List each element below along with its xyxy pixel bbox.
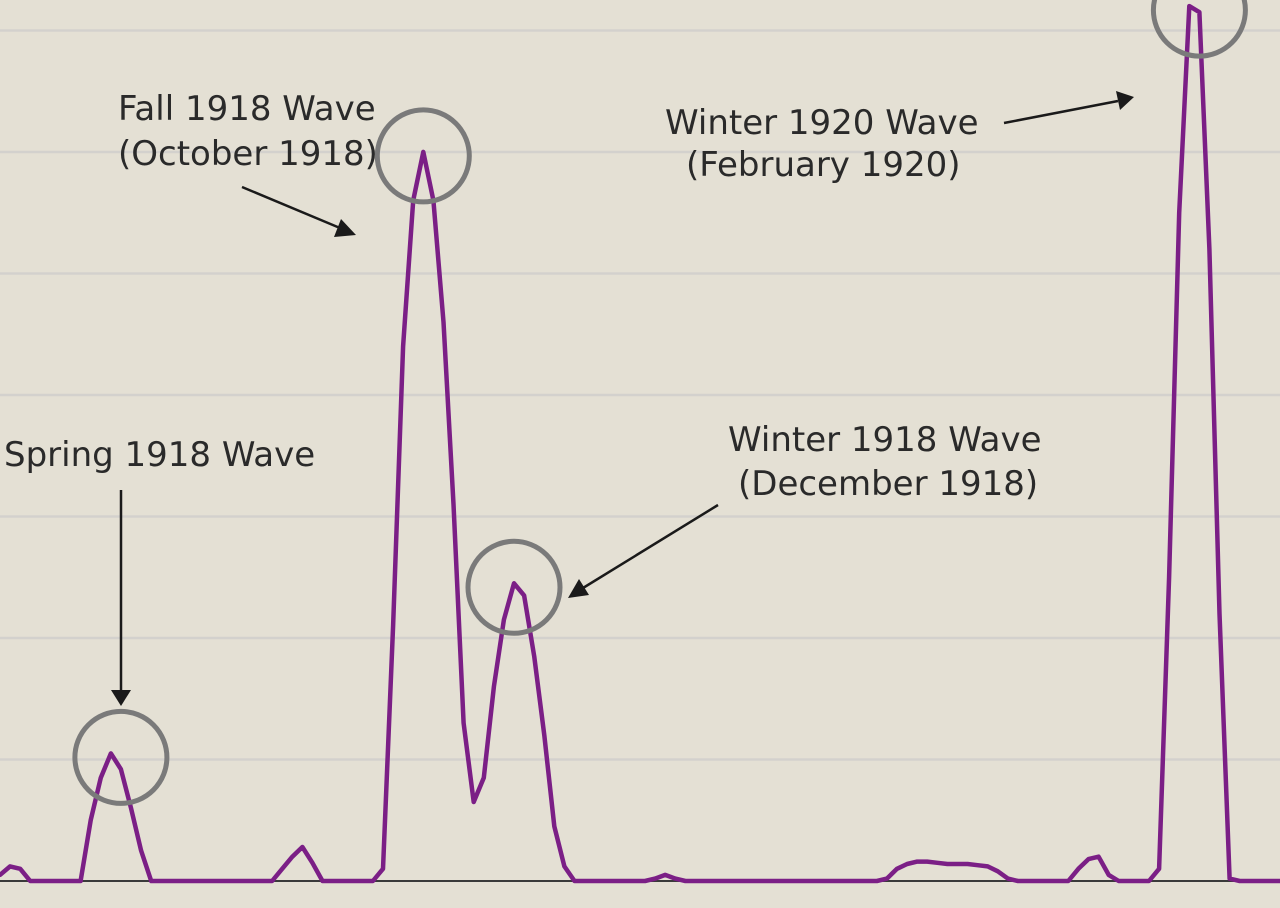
annotation-fall-1918-label-line2: (October 1918): [118, 134, 378, 174]
series-layer: [0, 3, 1280, 884]
annotation-winter-1918: Winter 1918 Wave (December 1918): [568, 420, 1042, 598]
peak-circle-2: [465, 538, 563, 636]
annotation-fall-1918-arrowhead: [334, 219, 356, 237]
annotation-fall-1918-label-line1: Fall 1918 Wave: [118, 89, 376, 129]
annotation-winter-1920-label-line2: (February 1920): [686, 145, 961, 185]
annotation-winter-1920: Winter 1920 Wave (February 1920): [665, 91, 1134, 185]
annotation-fall-1918: Fall 1918 Wave (October 1918): [118, 89, 378, 237]
grid-layer: [0, 29, 1280, 761]
annotation-spring-1918-arrowhead: [111, 690, 131, 706]
peak-circles: [72, 0, 1248, 806]
peak-circle-1: [374, 107, 472, 205]
peak-circle-3: [1150, 0, 1248, 59]
annotation-winter-1918-arrow: [582, 503, 719, 590]
annotation-fall-1918-arrow: [241, 185, 341, 230]
annotation-spring-1918: Spring 1918 Wave: [4, 435, 315, 706]
annotation-winter-1920-label-line1: Winter 1920 Wave: [665, 103, 979, 143]
series-line-0: [0, 3, 1280, 884]
peak-circle-0: [72, 708, 170, 806]
annotation-winter-1918-arrowhead: [568, 579, 589, 598]
annotation-winter-1920-arrowhead: [1116, 91, 1134, 110]
annotation-winter-1920-arrow: [1003, 99, 1119, 125]
annotation-winter-1918-label-line2: (December 1918): [738, 464, 1038, 504]
annotation-spring-1918-label: Spring 1918 Wave: [4, 435, 315, 475]
annotation-winter-1918-label-line1: Winter 1918 Wave: [728, 420, 1042, 460]
